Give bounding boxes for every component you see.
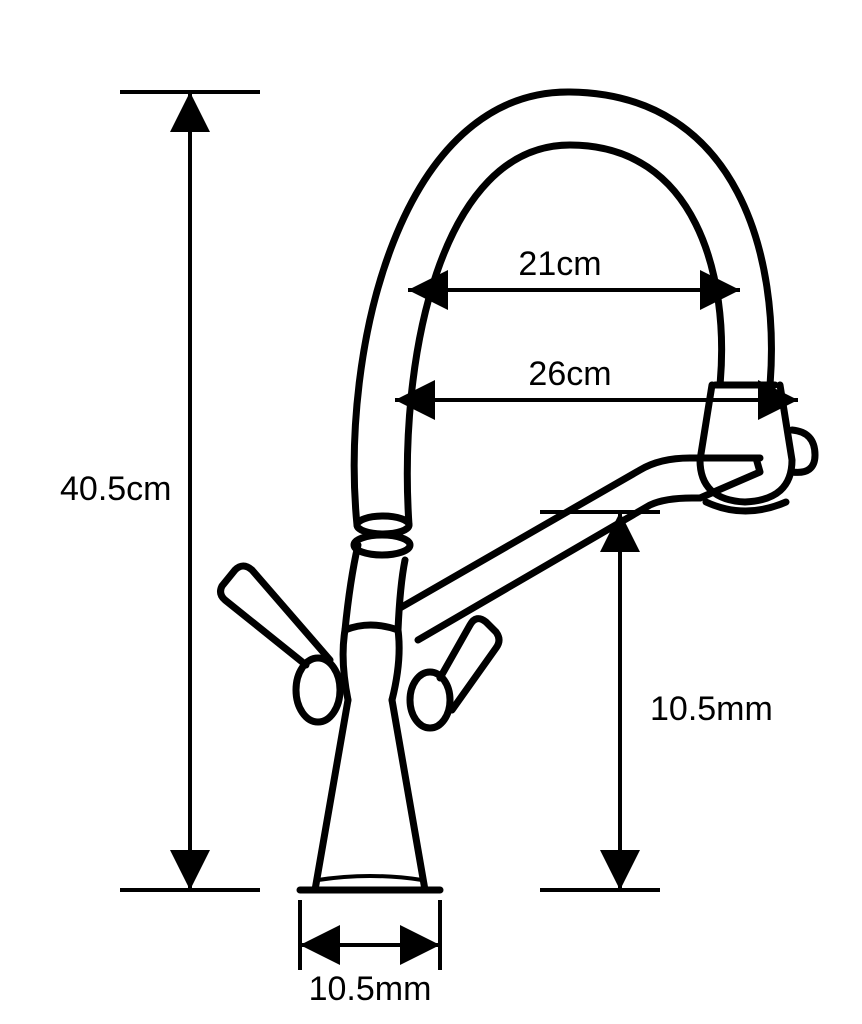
label-spout-reach: 21cm [518,245,601,283]
left-handle [221,566,340,722]
label-base-width: 10.5mm [309,970,432,1008]
label-secondary-reach: 26cm [528,355,611,393]
label-spout-drop: 10.5mm [650,690,773,728]
faucet-dimension-diagram: 40.5cm 21cm 26cm 10.5mm 10.5mm [0,0,862,1024]
label-total-height: 40.5cm [60,470,172,508]
faucet-outline [221,92,815,890]
dim-spout-drop [540,512,660,890]
dim-base-width [300,900,440,970]
